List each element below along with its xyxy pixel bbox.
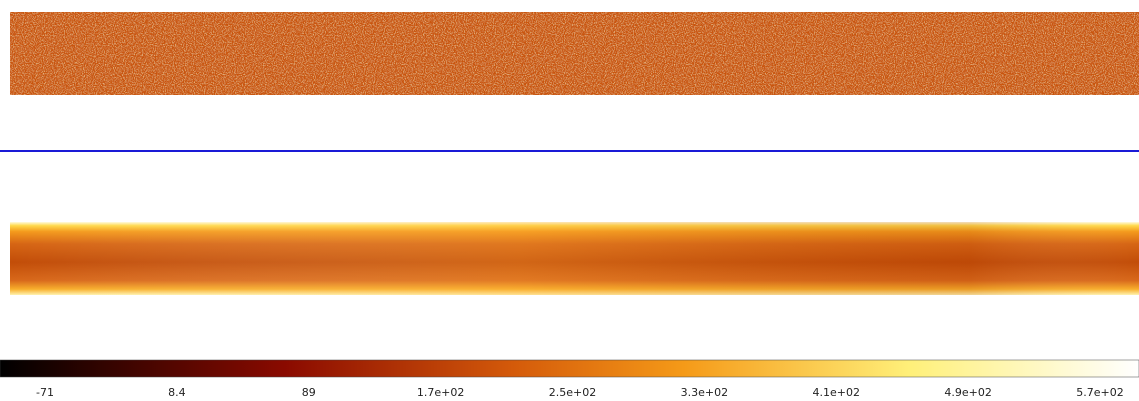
colorbar-label: 8.4 bbox=[168, 386, 186, 399]
colorbar-label: 4.1e+02 bbox=[813, 386, 860, 399]
colorbar-label: 5.7e+02 bbox=[1076, 386, 1123, 399]
viewer: -71 8.4 89 1.7e+02 2.5e+02 3.3e+02 4.1e+02 4.9e… bbox=[0, 0, 1139, 401]
colorbar-label: 3.3e+02 bbox=[681, 386, 728, 399]
colorbar-label: -71 bbox=[36, 386, 54, 399]
colorbar bbox=[0, 360, 1139, 377]
colorbar-label: 4.9e+02 bbox=[944, 386, 991, 399]
page: -71 8.4 89 1.7e+02 2.5e+02 3.3e+02 4.1e+02 4.9e… bbox=[0, 0, 1139, 401]
colorbar-label: 2.5e+02 bbox=[549, 386, 596, 399]
image-noise-band bbox=[10, 12, 1139, 95]
colorbar-label: 1.7e+02 bbox=[417, 386, 464, 399]
colorbar-label: 89 bbox=[302, 386, 316, 399]
colorbar-labels: -71 8.4 89 1.7e+02 2.5e+02 3.3e+02 4.1e+02 4.9e… bbox=[36, 386, 1124, 399]
image-trace-shade bbox=[10, 222, 1139, 295]
